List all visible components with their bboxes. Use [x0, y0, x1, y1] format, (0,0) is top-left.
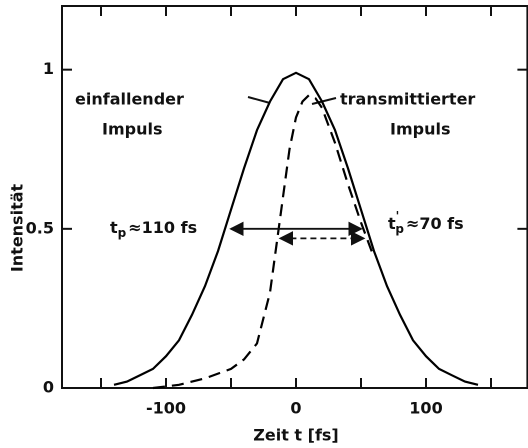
leader-line	[247, 96, 271, 104]
annotation-part: ≈110 fs	[128, 218, 197, 237]
curve	[113, 71, 479, 386]
x-tick-label: -100	[146, 399, 186, 418]
plot-frame	[61, 5, 528, 389]
annotation: tp ≈110 fs	[110, 218, 197, 240]
leader-line	[311, 97, 337, 105]
curve	[152, 93, 376, 390]
y-tick-label: 0	[43, 378, 54, 397]
annotation-part: t	[110, 218, 118, 237]
y-tick-label: 0.5	[26, 218, 54, 237]
annotation: Impuls	[102, 120, 162, 139]
annotation-part: ≈70 fs	[406, 214, 464, 233]
annotation-part: p	[118, 226, 127, 240]
x-tick-label: 0	[290, 399, 301, 418]
annotation-part: t	[388, 214, 396, 233]
annotation: transmittierter	[340, 90, 475, 109]
y-axis-label: Intensität	[8, 183, 27, 272]
x-axis-label: Zeit t [fs]	[253, 426, 338, 445]
annotation: einfallender	[75, 90, 184, 109]
annotation-part: p	[395, 222, 404, 236]
annotation-part: '	[396, 209, 400, 223]
annotation: Impuls	[390, 120, 450, 139]
x-tick-label: 100	[409, 399, 442, 418]
annotation: t' p ≈70 fs	[388, 209, 464, 236]
y-tick-label: 1	[43, 59, 54, 78]
